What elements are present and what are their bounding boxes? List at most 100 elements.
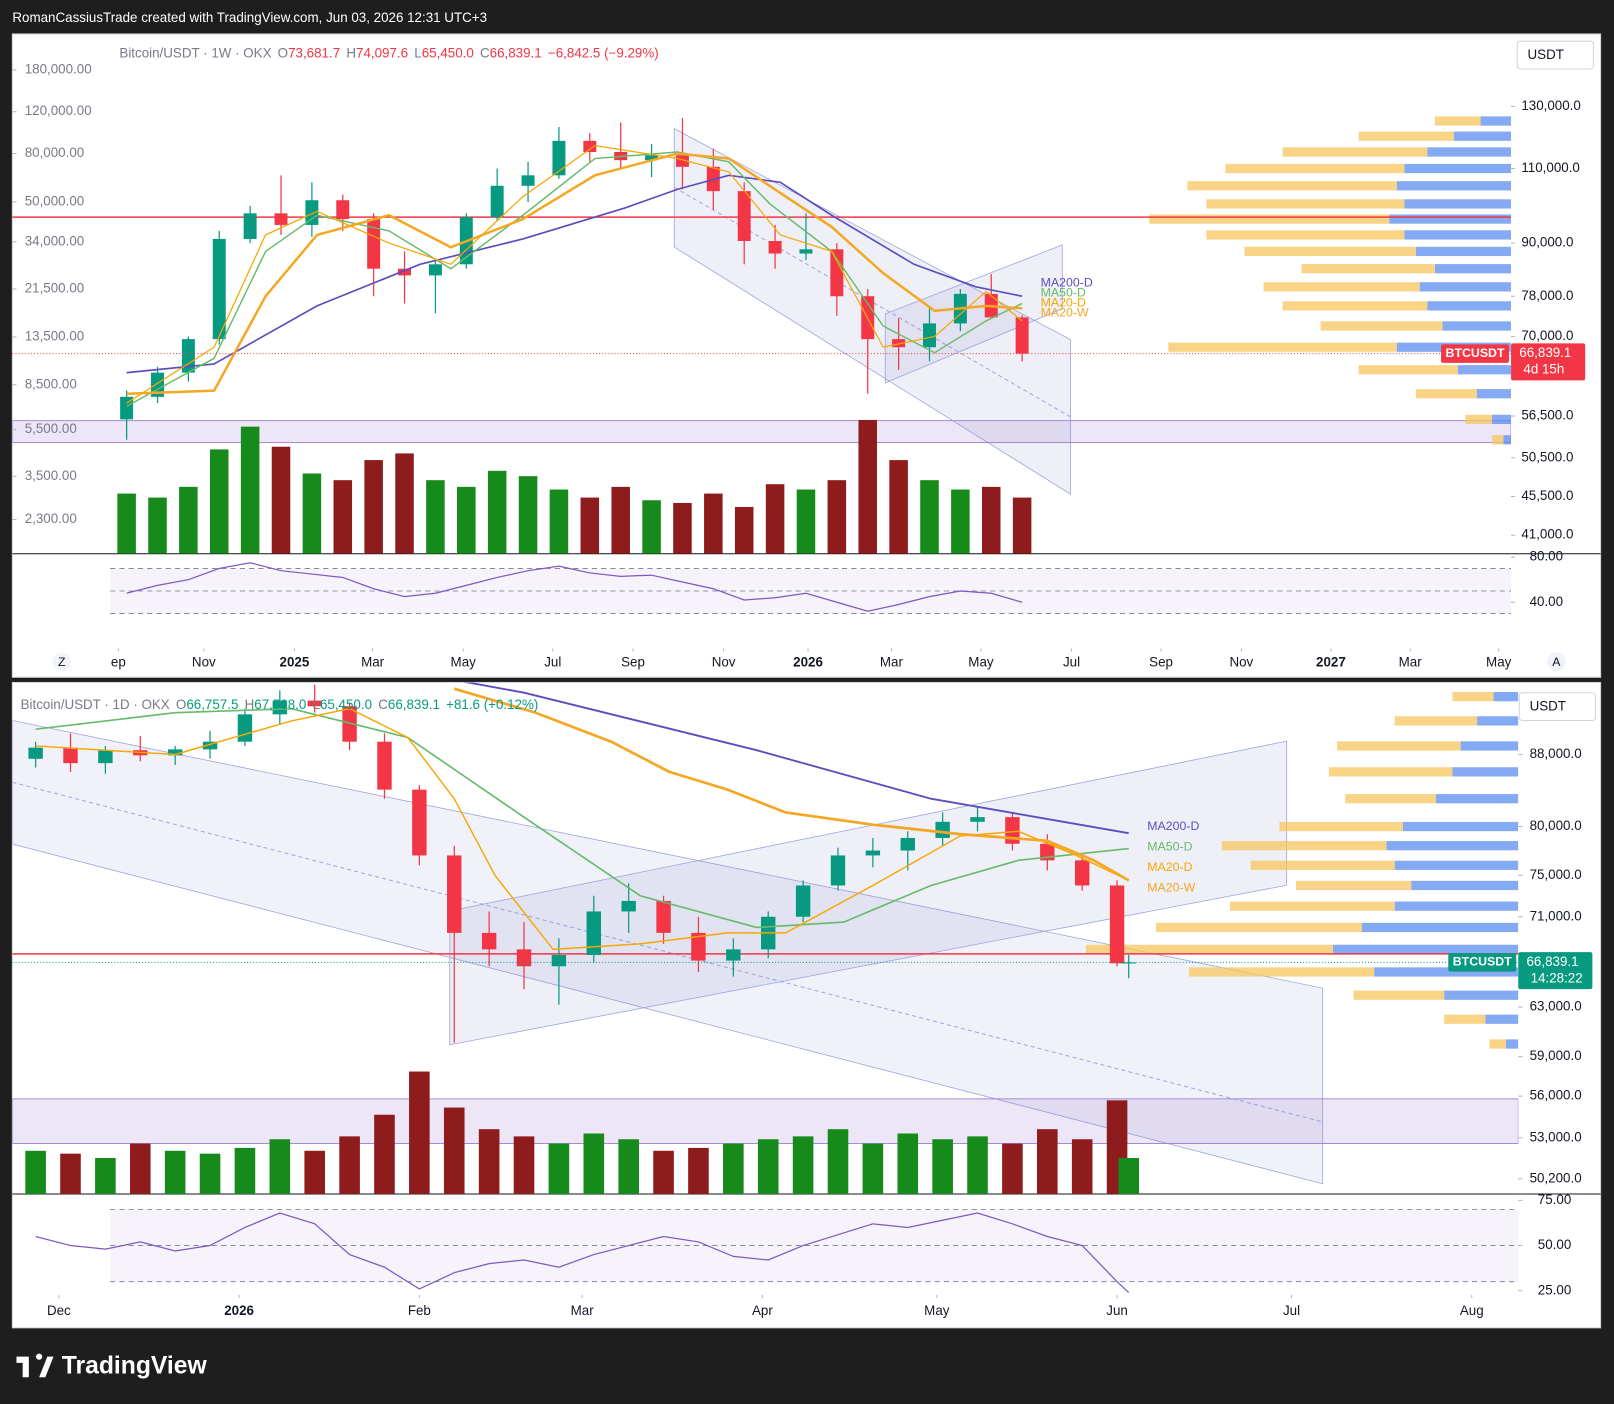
volume-bar: [757, 1139, 779, 1195]
x-tick-label: Mar: [1399, 654, 1423, 669]
profile-bar-blue: [1493, 691, 1519, 702]
profile-bar-yellow: [1282, 147, 1428, 157]
volume-bar: [897, 1133, 919, 1195]
candle-body: [799, 249, 813, 254]
volume-bar: [60, 1153, 81, 1195]
profile-bar-yellow: [1358, 131, 1454, 141]
profile-bar-blue: [1453, 131, 1512, 141]
legend-ohlc-label: H: [346, 45, 356, 60]
rsi-pane: [110, 562, 1512, 614]
header-text: RomanCassiusTrade created with TradingVi…: [12, 10, 487, 25]
candle-body: [1109, 885, 1125, 964]
legend-ohlc-label: C: [480, 45, 490, 60]
x-tick-label: Jun: [1106, 1303, 1128, 1318]
volume-bar: [95, 1157, 116, 1195]
profile-bar-blue: [1505, 1039, 1519, 1049]
tradingview-logo: [16, 1353, 54, 1378]
volume-bar: [967, 1136, 988, 1195]
candle-body: [98, 750, 113, 764]
profile-bar-yellow: [1206, 230, 1405, 240]
volume-bar: [333, 480, 353, 554]
y-tick-label: 75,000.0: [1530, 867, 1582, 882]
legend-ohlc-label: O: [278, 45, 288, 60]
profile-bar-yellow: [1394, 716, 1478, 726]
profile-bar-yellow: [1206, 199, 1405, 209]
candle-body: [481, 932, 497, 950]
candle-body: [307, 700, 322, 707]
y-tick-label: 88,000.0: [1530, 746, 1582, 761]
legend-ohlc-label: H: [245, 697, 255, 712]
y2-tick-label: 34,000.00: [25, 233, 85, 248]
ma-label: MA20-D: [1041, 295, 1086, 309]
legend-ohlc-value: 74,097.6: [356, 45, 408, 60]
y2-tick-label: 13,500.00: [25, 329, 85, 344]
candle-body: [656, 900, 671, 933]
volume-bar: [164, 1150, 186, 1195]
x-tick-label: Sep: [621, 654, 645, 669]
profile-bar-yellow: [1415, 389, 1477, 399]
scale-button-label: A: [1552, 655, 1561, 669]
y-tick-label: 63,000.0: [1530, 999, 1582, 1014]
ma-label: MA200-D: [1147, 819, 1199, 833]
candle-body: [447, 855, 462, 933]
ma-label: MA200-D: [1041, 275, 1093, 289]
legend-ohlc-value: 66,839.1: [490, 45, 542, 60]
candle-body: [367, 219, 381, 269]
channel: [449, 740, 1288, 1046]
volume-bar: [234, 1147, 256, 1195]
x-tick-label: Nov: [192, 654, 216, 669]
volume-bar: [951, 489, 970, 554]
volume-bar: [673, 502, 692, 554]
volume-bar: [364, 460, 383, 554]
volume-bar: [426, 480, 445, 554]
profile-bar-yellow: [1295, 880, 1412, 891]
scale-button[interactable]: [1547, 652, 1566, 672]
legend-change: +81.6 (+0.12%): [446, 697, 538, 712]
candle-body: [1121, 962, 1136, 964]
volume-bar: [792, 1136, 814, 1195]
y2-tick-label: 50,000.00: [25, 194, 85, 209]
y-tick-label: 110,000.0: [1521, 160, 1580, 175]
volume-bar: [653, 1150, 674, 1195]
candle-body: [28, 747, 43, 759]
y2-tick-label: 120,000.00: [25, 103, 92, 118]
rsi-tick-label: 25.00: [1538, 1282, 1571, 1297]
candle-body: [935, 821, 950, 838]
ma-label: MA20-D: [1147, 860, 1192, 874]
volume-bar: [518, 476, 538, 554]
scale-button[interactable]: [52, 652, 72, 672]
profile-bar-blue: [1434, 264, 1512, 274]
volume-bar: [1002, 1143, 1023, 1195]
x-tick-label: ep: [111, 654, 126, 669]
profile-bar-yellow: [1188, 967, 1375, 977]
profile-bar-yellow: [1337, 741, 1461, 751]
candle-body: [274, 213, 288, 225]
volume-bar: [734, 506, 754, 554]
profile-bar-blue: [1386, 841, 1519, 851]
price-tag-symbol-box: [1448, 953, 1517, 972]
volume-bar: [1037, 1129, 1058, 1195]
profile-bar-blue: [1503, 435, 1512, 445]
volume-bar: [1012, 497, 1032, 554]
volume-bar: [179, 486, 198, 554]
volume-bar: [339, 1136, 360, 1195]
profile-bar-blue: [1394, 860, 1519, 870]
candle-body: [551, 954, 567, 967]
y2-tick-label: 3,500.00: [25, 468, 77, 483]
profile-bar-blue: [1477, 716, 1519, 726]
volume-bar: [302, 473, 322, 554]
legend: Bitcoin/USDT · 1D · OKX O66,757.5 H67,508.…: [21, 697, 539, 712]
volume-bar: [457, 486, 476, 554]
candle-body: [1015, 317, 1029, 354]
profile-bar-yellow: [1225, 163, 1405, 174]
volume-bar: [723, 1143, 744, 1195]
candle-body: [726, 949, 741, 961]
profile-bar-yellow: [1221, 841, 1387, 851]
profile-bar-blue: [1427, 147, 1512, 157]
channel-mid: [12, 781, 1323, 1123]
volume-bar: [862, 1143, 884, 1195]
rsi-tick-label: 75.00: [1538, 1192, 1571, 1207]
volume-bar: [1071, 1139, 1093, 1195]
profile-bar-yellow: [1434, 116, 1481, 126]
